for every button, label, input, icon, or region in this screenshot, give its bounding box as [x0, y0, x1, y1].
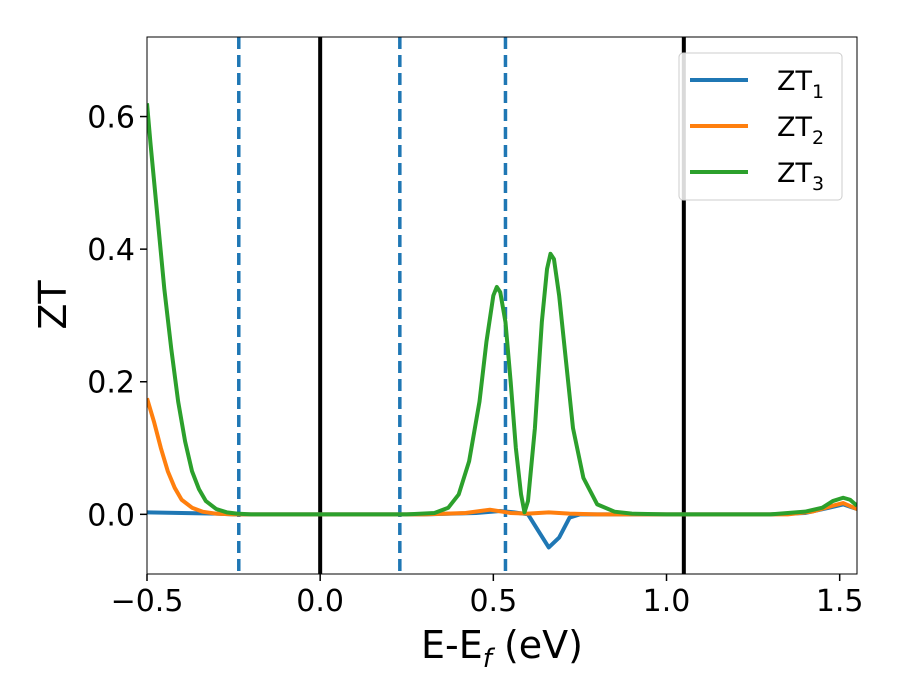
- legend-label-1: ZT1: [777, 66, 824, 103]
- y-axis-ticks: 0.0 0.2 0.4 0.6: [87, 101, 147, 533]
- plot-frame: [146, 36, 858, 575]
- x-axis-label-main: E-E: [421, 623, 483, 667]
- y-tick-label: 0.6: [87, 101, 135, 136]
- legend-label-2: ZT2: [777, 112, 824, 149]
- y-axis-label: ZT: [31, 280, 75, 330]
- x-tick-label: 1.0: [643, 584, 691, 619]
- y-tick-label: 0.0: [87, 498, 135, 533]
- series-line-3: [147, 103, 857, 517]
- x-axis-label-unit: (eV): [492, 623, 583, 667]
- x-tick-label: 0.0: [296, 584, 344, 619]
- series-lines: [147, 103, 857, 550]
- x-axis-ticks: −0.5 0.0 0.5 1.0 1.5: [111, 574, 864, 619]
- x-tick-label: 1.5: [816, 584, 864, 619]
- y-tick-label: 0.2: [87, 366, 135, 401]
- x-tick-label: −0.5: [111, 584, 184, 619]
- legend: ZT1 ZT2 ZT3: [678, 52, 843, 201]
- y-tick-label: 0.4: [87, 233, 135, 268]
- legend-label-3: ZT3: [777, 158, 824, 195]
- x-axis-label: E-Ef (eV): [421, 623, 583, 674]
- legend-box: [678, 52, 843, 201]
- x-tick-label: 0.5: [469, 584, 517, 619]
